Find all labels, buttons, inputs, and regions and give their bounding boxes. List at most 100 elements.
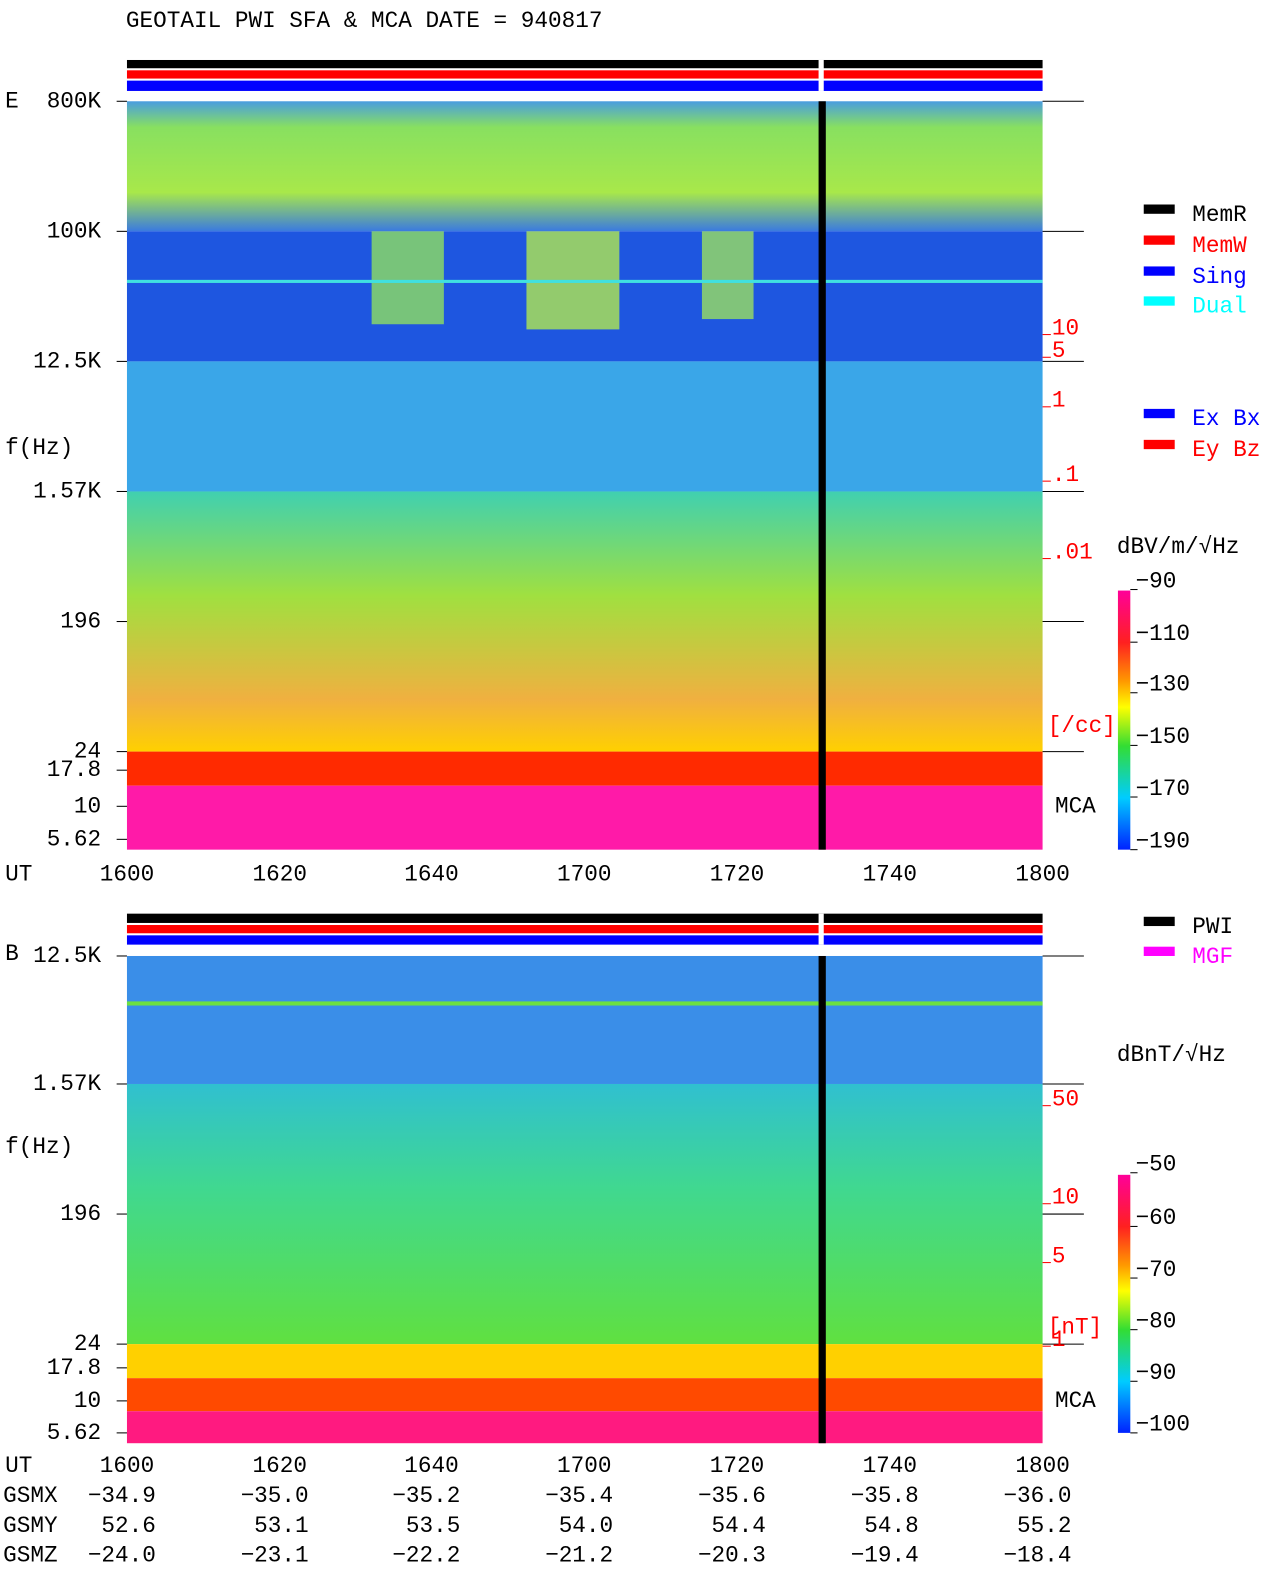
y-axis-label: f(Hz)	[5, 435, 73, 461]
legend-label: Sing	[1192, 264, 1246, 290]
x-tick-label: 1640	[404, 1453, 458, 1479]
colorbar-tick-label: −170	[1135, 776, 1189, 802]
y-tick-label: 24	[74, 1331, 101, 1357]
orbit-value: 52.6	[101, 1513, 155, 1539]
orbit-value: −35.0	[241, 1483, 309, 1509]
orbit-value: 54.4	[711, 1513, 765, 1539]
legend-label: MGF	[1192, 944, 1233, 970]
panel-label: E	[5, 88, 19, 114]
spectrogram-e	[126, 59, 1043, 850]
y-tick-label: 800K	[47, 88, 102, 114]
y-axis-label: f(Hz)	[5, 1134, 73, 1160]
orbit-value: −22.2	[392, 1543, 460, 1569]
orbit-value: −34.9	[88, 1483, 156, 1509]
orbit-value: 54.8	[864, 1513, 918, 1539]
x-tick-label: 1620	[253, 861, 307, 887]
legend-swatch	[1143, 439, 1175, 450]
legend-label: MemR	[1192, 202, 1247, 228]
x-tick-label: 1740	[863, 1453, 917, 1479]
orbit-value: −35.6	[698, 1483, 766, 1509]
right-unit: [nT]	[1048, 1315, 1102, 1341]
y-tick-label: 17.8	[47, 1355, 101, 1381]
right-tick-label: 10	[1052, 315, 1079, 341]
mca-label: MCA	[1055, 793, 1096, 819]
orbit-value: −36.0	[1003, 1483, 1071, 1509]
x-tick-label: 1640	[404, 861, 458, 887]
title: GEOTAIL PWI SFA & MCA DATE = 940817	[126, 8, 603, 34]
x-tick-label: 1800	[1015, 861, 1069, 887]
right-tick-label: 5	[1052, 1243, 1066, 1269]
colorbar-title: dBnT/√Hz	[1117, 1042, 1226, 1068]
colorbar-tick-label: −100	[1135, 1412, 1189, 1438]
legend-swatch	[1143, 296, 1175, 306]
y-tick-label: 100K	[47, 218, 102, 244]
orbit-value: −20.3	[698, 1543, 766, 1569]
legend-swatch	[1143, 408, 1175, 419]
legend-label: Dual	[1192, 294, 1246, 320]
colorbar-tick-label: −190	[1135, 828, 1189, 854]
colorbar-tick-label: −90	[1135, 568, 1176, 594]
orbit-value: −19.4	[851, 1543, 919, 1569]
x-axis-label: UT	[5, 861, 32, 887]
orbit-value: −23.1	[241, 1543, 309, 1569]
right-tick-label: 1	[1052, 1327, 1066, 1353]
y-tick-label: 17.8	[47, 757, 101, 783]
y-tick-label: 1.57K	[33, 1071, 101, 1097]
orbit-value: −21.2	[545, 1543, 613, 1569]
x-tick-label: 1740	[863, 861, 917, 887]
legend-label: MemW	[1192, 233, 1247, 259]
orbit-value: −18.4	[1003, 1543, 1071, 1569]
orbit-value: −35.8	[851, 1483, 919, 1509]
x-tick-label: 1720	[710, 861, 764, 887]
colorbar-tick-label: −70	[1135, 1257, 1176, 1283]
legend-swatch	[1143, 916, 1175, 927]
colorbar-e	[1117, 590, 1131, 850]
legend-label: Ex Bx	[1192, 406, 1260, 432]
orbit-value: 55.2	[1017, 1513, 1071, 1539]
panel-label: B	[5, 941, 19, 967]
right-tick-label: 5	[1052, 338, 1066, 364]
legend-swatch	[1143, 946, 1175, 956]
right-tick-label: 10	[1052, 1185, 1079, 1211]
x-tick-label: 1620	[253, 1453, 307, 1479]
x-tick-label: 1600	[100, 861, 154, 887]
x-tick-label: 1700	[557, 1453, 611, 1479]
orbit-value: 54.0	[559, 1513, 613, 1539]
right-unit: [/cc]	[1048, 713, 1116, 739]
legend-swatch	[1143, 266, 1175, 276]
colorbar-b	[1117, 1174, 1131, 1433]
y-tick-label: 24	[74, 739, 101, 765]
colorbar-tick-label: −150	[1135, 724, 1189, 750]
right-tick-label: 1	[1052, 388, 1066, 414]
orbit-value: −24.0	[88, 1543, 156, 1569]
y-tick-label: 196	[60, 1201, 101, 1227]
colorbar-title: dBV/m/√Hz	[1117, 534, 1240, 560]
y-tick-label: 196	[60, 609, 101, 635]
colorbar-tick-label: −80	[1135, 1308, 1176, 1334]
colorbar-tick-label: −60	[1135, 1205, 1176, 1231]
legend-swatch	[1143, 204, 1175, 214]
y-tick-label: 1.57K	[33, 478, 101, 504]
orbit-value: −35.2	[392, 1483, 460, 1509]
y-tick-label: 5.62	[47, 1420, 101, 1446]
right-tick-label: .01	[1052, 539, 1093, 565]
colorbar-tick-label: −90	[1135, 1360, 1176, 1386]
y-tick-label: 10	[74, 793, 101, 819]
orbit-value: 53.1	[254, 1513, 308, 1539]
orbit-value: −35.4	[545, 1483, 613, 1509]
orbit-label: GSMY	[3, 1513, 58, 1539]
legend-swatch	[1143, 235, 1175, 245]
x-axis-label: UT	[5, 1453, 32, 1479]
x-tick-label: 1720	[710, 1453, 764, 1479]
y-tick-label: 12.5K	[33, 348, 101, 374]
orbit-label: GSMZ	[3, 1543, 57, 1569]
right-tick-label: .1	[1052, 462, 1079, 488]
x-tick-label: 1800	[1015, 1453, 1069, 1479]
legend-label: PWI	[1192, 914, 1233, 940]
y-tick-label: 10	[74, 1388, 101, 1414]
x-tick-label: 1600	[100, 1453, 154, 1479]
colorbar-tick-label: −50	[1135, 1152, 1176, 1178]
legend-label: Ey Bz	[1192, 437, 1260, 463]
colorbar-tick-label: −130	[1135, 672, 1189, 698]
